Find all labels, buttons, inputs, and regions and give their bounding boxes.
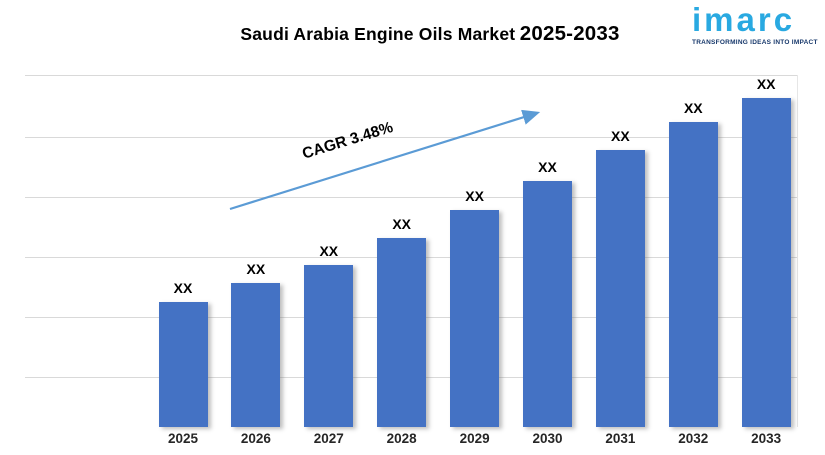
- bar-2029: [450, 210, 500, 427]
- chart-title-years: 2025-2033: [519, 22, 620, 45]
- axis-label-2028: 2028: [386, 431, 417, 446]
- bar-2028: [377, 238, 427, 427]
- value-label-2031: XX: [611, 128, 630, 144]
- chart-title-main: Saudi Arabia Engine Oils Market: [240, 24, 516, 44]
- bar-2027: [304, 265, 354, 427]
- gridline-1: [25, 137, 797, 138]
- axis-label-2030: 2030: [532, 431, 563, 446]
- gridline-2: [25, 197, 797, 198]
- axis-label-2026: 2026: [240, 431, 271, 446]
- bar-2031: [595, 150, 645, 427]
- axis-label-2025: 2025: [167, 431, 199, 446]
- axis-label-2029: 2029: [459, 431, 490, 446]
- trend-arrow-icon: [229, 109, 541, 211]
- axis-label-2033: 2033: [751, 431, 782, 446]
- value-label-2033: XX: [756, 76, 776, 92]
- bar-2033: [741, 98, 791, 427]
- value-label-2030: XX: [538, 159, 557, 175]
- bar-2026: [231, 283, 281, 427]
- chart-title: Saudi Arabia Engine Oils Market 2025-203…: [35, 22, 825, 46]
- bar-2032: [668, 122, 718, 427]
- imarc-logo: imarc TRANSFORMING IDEAS INTO IMPACT: [692, 1, 818, 46]
- value-label-2028: XX: [392, 216, 412, 232]
- value-label-2029: XX: [465, 188, 484, 204]
- value-label-2027: XX: [319, 243, 339, 259]
- bar-2030: [523, 181, 572, 427]
- plot-right-edge: [797, 75, 798, 427]
- axis-label-2032: 2032: [678, 431, 709, 446]
- value-label-2026: XX: [246, 261, 266, 277]
- axis-label-2027: 2027: [313, 431, 344, 446]
- bar-2025: [158, 302, 208, 427]
- axis-label-2031: 2031: [605, 431, 636, 446]
- gridline-0: [25, 75, 797, 76]
- value-label-2032: XX: [683, 100, 703, 116]
- value-label-2025: XX: [173, 280, 193, 296]
- imarc-tagline: TRANSFORMING IDEAS INTO IMPACT: [692, 38, 818, 46]
- imarc-wordmark: imarc: [692, 1, 796, 38]
